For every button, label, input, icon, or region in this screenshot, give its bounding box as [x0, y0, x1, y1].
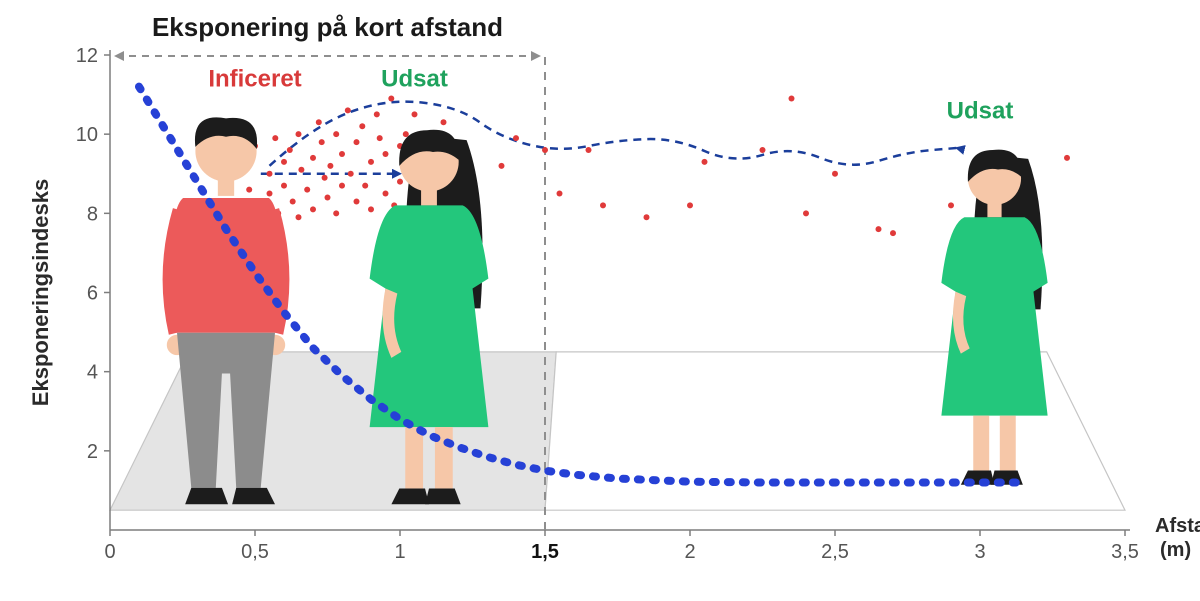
- svg-text:Eksponering på kort afstand: Eksponering på kort afstand: [152, 12, 503, 42]
- svg-text:4: 4: [87, 362, 98, 384]
- svg-text:3: 3: [974, 541, 985, 563]
- svg-text:3,5: 3,5: [1111, 541, 1139, 563]
- svg-text:2,5: 2,5: [821, 541, 849, 563]
- svg-text:(m): (m): [1160, 539, 1191, 561]
- y-axis-label: Eksponeringsindesks: [28, 179, 53, 406]
- svg-text:12: 12: [76, 45, 98, 67]
- svg-text:2: 2: [87, 441, 98, 463]
- svg-text:2: 2: [684, 541, 695, 563]
- svg-text:10: 10: [76, 124, 98, 146]
- exposure-distance-chart: { "canvas": { "width": 1200, "height": 6…: [0, 0, 1200, 601]
- svg-text:6: 6: [87, 283, 98, 305]
- x-axis-label: Afstand: [1155, 515, 1200, 537]
- label-exposed_near: Udsat: [381, 66, 448, 93]
- label-exposed_far: Udsat: [947, 97, 1014, 124]
- svg-text:8: 8: [87, 203, 98, 225]
- label-infected: Inficeret: [208, 66, 301, 93]
- svg-text:1,5: 1,5: [531, 541, 559, 563]
- svg-text:1: 1: [394, 541, 405, 563]
- chart-svg: 2 4 6 8 10 12 Eksponeringsindesks 0 0,5 1 1,5 2 2,5 3…: [0, 0, 1200, 601]
- svg-text:0: 0: [104, 541, 115, 563]
- svg-text:0,5: 0,5: [241, 541, 269, 563]
